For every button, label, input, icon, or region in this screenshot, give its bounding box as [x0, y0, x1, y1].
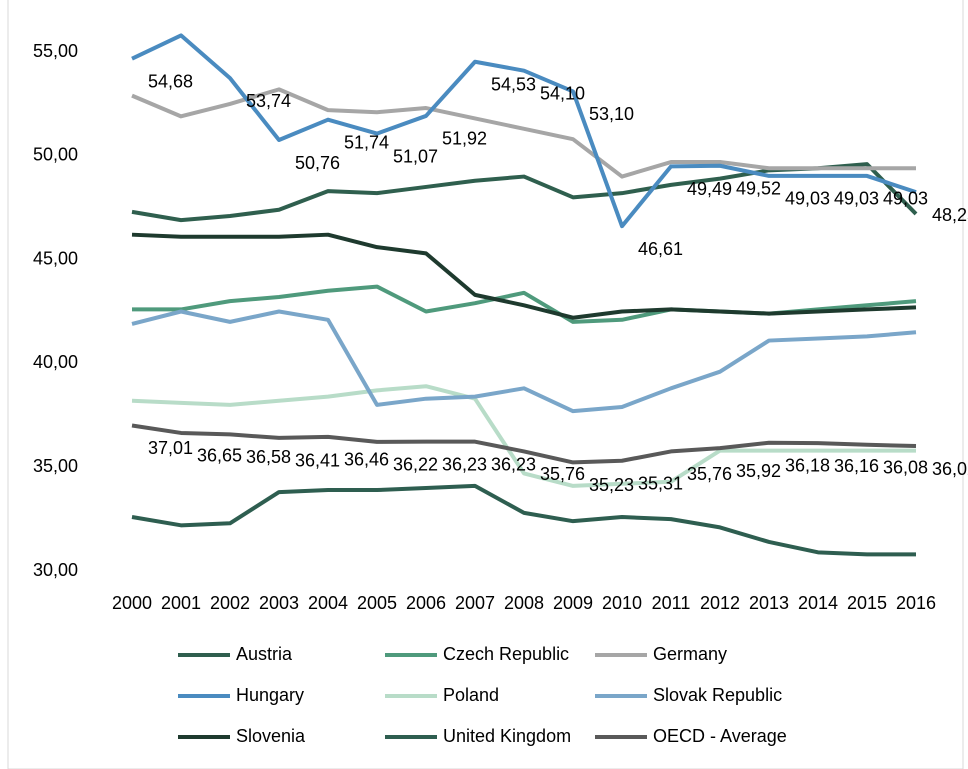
- chart-frame: [7, 0, 964, 769]
- data-label: 35,31: [638, 474, 683, 494]
- data-label: 35,76: [540, 464, 585, 484]
- x-tick-label: 2014: [798, 593, 838, 613]
- y-tick-label: 30,00: [33, 560, 78, 580]
- data-label: 36,58: [246, 447, 291, 467]
- data-label: 49,03: [883, 189, 928, 209]
- legend-label: OECD - Average: [653, 726, 787, 746]
- series-line: [131, 483, 916, 557]
- data-label: 54,53: [491, 75, 536, 95]
- data-label: 36,41: [295, 451, 340, 471]
- series-line: [131, 232, 917, 320]
- series-line: [131, 423, 917, 465]
- data-label: 36,22: [393, 455, 438, 475]
- series-line: [131, 309, 917, 414]
- data-label: 51,92: [442, 129, 487, 149]
- data-label: 51,74: [344, 132, 389, 152]
- data-label: 36,65: [197, 446, 242, 466]
- series-line: [131, 87, 916, 179]
- data-label: 36,18: [785, 455, 830, 475]
- x-tick-label: 2011: [652, 593, 691, 613]
- x-tick-label: 2007: [455, 593, 495, 613]
- data-label: 53,74: [246, 91, 291, 111]
- legend-label: Austria: [236, 644, 293, 664]
- data-label: 35,23: [589, 475, 634, 495]
- data-label: 35,76: [687, 464, 732, 484]
- data-label: 51,07: [393, 146, 438, 166]
- x-tick-label: 2012: [700, 593, 740, 613]
- data-label: 36,02: [932, 459, 968, 479]
- data-label: 54,10: [540, 83, 585, 103]
- x-tick-label: 2009: [553, 593, 593, 613]
- legend-label: Slovak Republic: [653, 685, 782, 705]
- data-label: 35,92: [736, 461, 781, 481]
- legend-label: Poland: [443, 685, 499, 705]
- legend-label: Slovenia: [236, 726, 306, 746]
- data-label: 36,23: [491, 454, 536, 474]
- series-line: [131, 384, 916, 488]
- legend-label: United Kingdom: [443, 726, 571, 746]
- legend-label: Germany: [653, 644, 727, 664]
- data-label: 49,03: [785, 189, 830, 209]
- y-tick-label: 35,00: [33, 456, 78, 476]
- x-tick-label: 2006: [406, 593, 446, 613]
- data-label: 37,01: [148, 438, 193, 458]
- data-label: 46,61: [638, 239, 683, 259]
- data-label: 49,03: [834, 189, 879, 209]
- y-tick-label: 55,00: [33, 41, 78, 61]
- x-tick-label: 2005: [357, 593, 397, 613]
- data-label: 49,52: [736, 179, 781, 199]
- y-tick-label: 40,00: [33, 352, 78, 372]
- x-tick-label: 2008: [504, 593, 544, 613]
- x-tick-label: 2010: [602, 593, 642, 613]
- data-label: 50,76: [295, 153, 340, 173]
- series-line: [131, 33, 917, 229]
- x-tick-label: 2013: [749, 593, 789, 613]
- x-tick-label: 2002: [210, 593, 250, 613]
- data-label: 36,23: [442, 454, 487, 474]
- data-label: 54,68: [148, 71, 193, 91]
- x-tick-label: 2004: [308, 593, 348, 613]
- y-tick-label: 50,00: [33, 145, 78, 165]
- data-label: 36,08: [883, 458, 928, 478]
- legend-label: Czech Republic: [443, 644, 569, 664]
- legend-label: Hungary: [236, 685, 304, 705]
- data-label: 36,46: [344, 450, 389, 470]
- data-label: 53,10: [589, 104, 634, 124]
- data-label: 36,16: [834, 456, 879, 476]
- x-tick-label: 2015: [847, 593, 887, 613]
- x-tick-label: 2003: [259, 593, 299, 613]
- data-label: 48,25: [932, 205, 968, 225]
- x-tick-label: 2000: [112, 593, 152, 613]
- x-tick-label: 2001: [161, 593, 201, 613]
- y-tick-label: 45,00: [33, 248, 78, 268]
- data-label: 49,49: [687, 179, 732, 199]
- x-tick-label: 2016: [896, 593, 936, 613]
